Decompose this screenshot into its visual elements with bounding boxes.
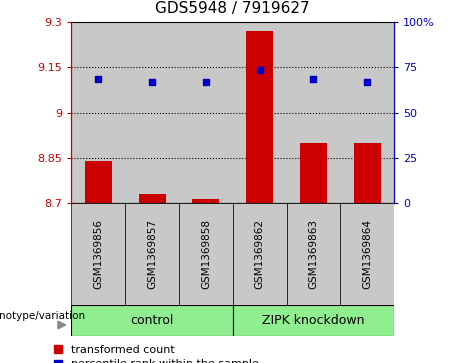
Text: control: control [130,314,174,327]
Bar [125,203,179,305]
Bar [340,22,394,203]
Bar [300,143,327,203]
Bar [354,143,381,203]
Bar [287,203,340,305]
Bar [179,203,233,305]
Bar [71,305,233,336]
Text: GSM1369862: GSM1369862 [254,219,265,289]
Bar [287,22,340,203]
Text: GSM1369857: GSM1369857 [147,219,157,289]
Bar [233,22,287,203]
Bar [233,203,287,305]
Text: genotype/variation: genotype/variation [0,311,85,321]
Title: GDS5948 / 7919627: GDS5948 / 7919627 [155,1,310,16]
Bar [340,203,394,305]
Bar [246,31,273,203]
Bar [193,199,219,203]
Bar [233,305,394,336]
Legend: transformed count, percentile rank within the sample: transformed count, percentile rank withi… [54,345,259,363]
Bar [179,22,233,203]
Bar [71,203,125,305]
Point [256,67,263,73]
Text: GSM1369858: GSM1369858 [201,219,211,289]
Text: GSM1369856: GSM1369856 [93,219,103,289]
Point [202,79,210,85]
Text: GSM1369864: GSM1369864 [362,219,372,289]
Point [310,76,317,82]
Point [364,79,371,85]
Bar [71,22,125,203]
Bar [125,22,179,203]
Text: GSM1369863: GSM1369863 [308,219,319,289]
Text: ZIPK knockdown: ZIPK knockdown [262,314,365,327]
Bar [85,161,112,203]
Bar [139,194,165,203]
Point [148,79,156,85]
Point [95,76,102,82]
